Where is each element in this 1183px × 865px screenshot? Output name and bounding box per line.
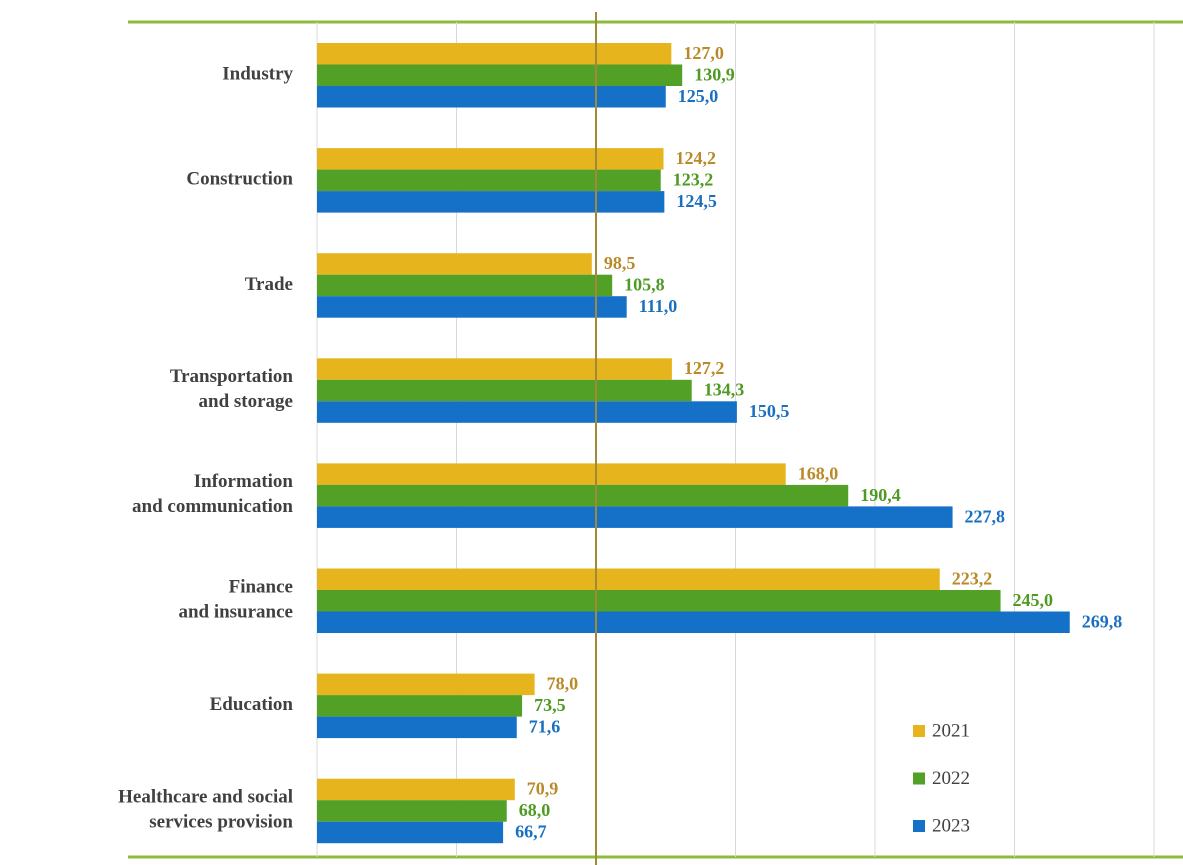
category-label: Construction (186, 169, 293, 190)
bar (317, 191, 665, 213)
value-label: 127,0 (683, 43, 724, 63)
bar (317, 821, 504, 844)
value-label: 269,8 (1082, 611, 1123, 631)
value-label: 190,4 (860, 485, 901, 505)
bar (317, 379, 692, 402)
bar (317, 296, 627, 318)
value-label: 245,0 (1013, 590, 1054, 610)
bar (317, 401, 737, 423)
bar (317, 716, 517, 739)
value-label: 150,5 (749, 401, 790, 421)
category-label: Industry (222, 64, 293, 85)
value-label: 168,0 (798, 463, 839, 483)
category-label: Healthcare and social services provision (118, 787, 293, 833)
bar (317, 695, 523, 717)
value-label: 124,2 (676, 148, 717, 168)
bar (317, 169, 661, 192)
value-label: 78,0 (547, 673, 579, 693)
category-label: Finance and insurance (178, 577, 293, 623)
bar (317, 274, 613, 297)
value-label: 98,5 (604, 253, 636, 273)
value-label: 111,0 (639, 296, 678, 316)
value-label: 68,0 (519, 800, 551, 820)
bar (317, 484, 849, 507)
bar (317, 463, 786, 485)
legend-label: 2023 (932, 815, 970, 836)
value-label: 73,5 (534, 695, 566, 715)
legend-swatch (913, 820, 925, 832)
value-label: 125,0 (678, 86, 719, 106)
bar (317, 506, 953, 528)
bar (317, 86, 666, 108)
bar (317, 148, 664, 170)
category-label: Transportation and storage (170, 366, 294, 412)
value-label: 123,2 (673, 169, 714, 189)
bar (317, 778, 515, 801)
value-label: 227,8 (965, 506, 1006, 526)
category-label: Trade (245, 274, 293, 295)
legend-swatch (913, 772, 925, 785)
bar (317, 253, 592, 275)
bar (317, 43, 672, 65)
value-label: 105,8 (624, 275, 665, 295)
value-label: 134,3 (704, 380, 745, 400)
value-label: 130,9 (694, 64, 735, 84)
value-label: 66,7 (515, 822, 547, 842)
value-label: 223,2 (952, 568, 993, 588)
legend-label: 2022 (932, 768, 970, 789)
bar (317, 673, 535, 696)
category-label: Education (210, 694, 294, 715)
bar (317, 358, 672, 380)
value-label: 124,5 (676, 191, 717, 211)
legend-label: 2021 (932, 720, 970, 741)
value-label: 127,2 (684, 358, 725, 378)
bar (317, 590, 1001, 612)
bar (317, 64, 683, 86)
value-label: 70,9 (527, 779, 559, 799)
value-label: 71,6 (529, 716, 561, 736)
bar (317, 568, 940, 590)
bar (317, 611, 1070, 633)
bar (317, 800, 507, 822)
legend-swatch (913, 725, 925, 737)
category-label: Information and communication (132, 472, 293, 518)
